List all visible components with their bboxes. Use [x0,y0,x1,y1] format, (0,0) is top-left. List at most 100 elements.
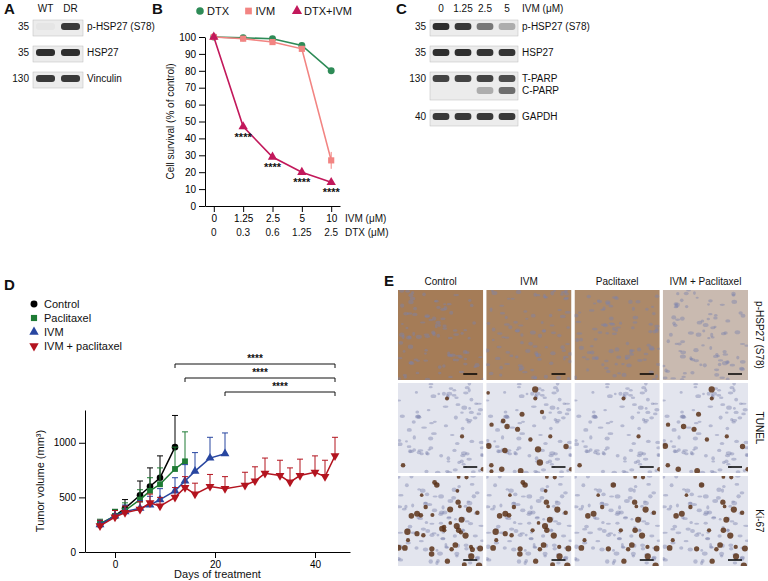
stain-field [486,476,571,566]
counterstain-nucleus [707,406,713,408]
counterstain-nucleus [606,332,609,334]
stained-nucleus [409,513,415,519]
counterstain-nucleus [631,397,635,399]
counterstain-nucleus [533,546,537,548]
band [477,49,494,56]
marker [191,492,200,500]
blot-strip [430,72,518,100]
tick: 60 [185,99,205,110]
tick-mark [214,206,215,212]
counterstain-nucleus [439,454,443,458]
counterstain-nucleus [741,413,746,416]
band [61,49,80,56]
counterstain-nucleus [477,413,482,416]
counterstain-nucleus [623,460,627,462]
comparison-bracket [225,392,335,396]
counterstain-nucleus [445,546,449,548]
tick-label: 20 [185,167,197,178]
counterstain-nucleus [455,403,460,406]
counterstain-nucleus [515,356,518,359]
counterstain-nucleus [739,367,744,371]
stained-nucleus [533,397,537,401]
counterstain-nucleus [468,522,473,525]
stained-nucleus [477,545,483,551]
band [499,87,516,94]
stained-nucleus [544,489,548,493]
series-line [214,37,331,71]
counterstain-nucleus [715,434,720,436]
counterstain-nucleus [558,398,562,402]
stained-nucleus [734,545,738,549]
counterstain-nucleus [451,496,456,500]
counterstain-nucleus [498,476,502,478]
marker [251,478,260,486]
counterstain-nucleus [488,415,493,418]
counterstain-nucleus [674,476,678,478]
counterstain-nucleus [575,558,580,561]
counterstain-nucleus [654,325,659,328]
counterstain-nucleus [663,532,668,534]
counterstain-nucleus [523,310,527,313]
blot-strip [430,46,518,62]
counterstain-nucleus [437,393,440,395]
counterstain-nucleus [497,346,502,348]
counterstain-nucleus [428,449,431,451]
counterstain-nucleus [693,436,698,440]
counterstain-nucleus [552,547,556,550]
counterstain-nucleus [601,363,604,366]
counterstain-nucleus [612,374,616,377]
micrograph [663,383,748,473]
counterstain-nucleus [408,361,413,364]
counterstain-nucleus [575,338,579,342]
counterstain-nucleus [588,504,591,508]
counterstain-nucleus [731,421,735,423]
counterstain-nucleus [649,416,654,419]
plot-area [209,32,336,185]
counterstain-nucleus [596,452,600,455]
stain-field [575,383,660,473]
counterstain-nucleus [567,441,572,444]
micrograph [575,383,660,473]
counterstain-nucleus [411,504,414,508]
counterstain-nucleus [398,558,403,561]
counterstain-nucleus [563,298,568,301]
counterstain-nucleus [415,415,421,419]
counterstain-nucleus [590,345,593,347]
counterstain-nucleus [720,555,723,558]
axis-title: DTX (μM) [345,227,389,238]
tick: 0 [70,547,85,558]
counterstain-nucleus [537,358,542,361]
counterstain-nucleus [516,449,519,451]
stained-nucleus [452,542,458,548]
counterstain-nucleus [633,316,639,320]
counterstain-nucleus [424,353,427,355]
counterstain-nucleus [550,351,555,355]
counterstain-nucleus [533,543,536,547]
counterstain-nucleus [601,323,607,326]
legend-label: IVM + paclitaxel [44,340,122,352]
counterstain-nucleus [690,451,693,455]
counterstain-nucleus [429,386,433,388]
counterstain-nucleus [531,406,537,408]
counterstain-nucleus [640,505,644,508]
counterstain-nucleus [480,446,484,449]
stained-nucleus [729,476,733,479]
counterstain-nucleus [475,556,480,560]
counterstain-nucleus [680,354,686,358]
counterstain-nucleus [468,299,471,302]
counterstain-nucleus [685,305,688,308]
counterstain-nucleus [517,422,522,424]
error-cap [207,437,213,438]
counterstain-nucleus [556,376,561,380]
stained-nucleus [517,551,523,557]
counterstain-nucleus [520,532,525,534]
counterstain-nucleus [403,350,406,353]
counterstain-nucleus [438,372,441,375]
counterstain-nucleus [560,345,564,349]
counterstain-nucleus [531,314,536,318]
error-cap [207,474,213,475]
counterstain-nucleus [552,543,557,547]
chart-b: B010203040506070809010001.252.551000.30.… [152,0,389,238]
scale-bar [463,559,477,561]
counterstain-nucleus [734,411,739,414]
